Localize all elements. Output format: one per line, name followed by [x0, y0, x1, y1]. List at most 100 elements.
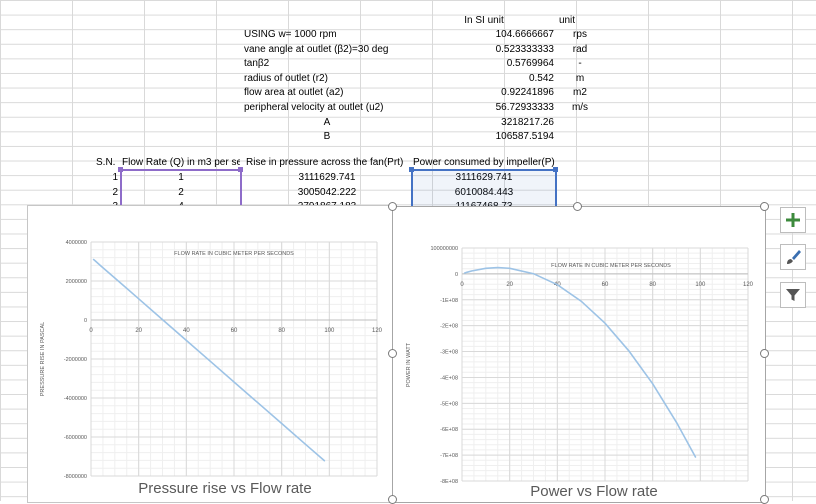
resize-handle-top[interactable]	[573, 202, 582, 211]
param-label[interactable]: peripheral velocity at outlet (u2)	[244, 102, 384, 113]
table-cell[interactable]: 2	[112, 186, 118, 198]
y-tick-label: 4000000	[66, 240, 87, 246]
data-point	[209, 360, 211, 362]
y-tick-label: -2E+08	[440, 324, 458, 330]
power-selection	[411, 169, 557, 209]
table-cell[interactable]: 6010084.443	[454, 186, 514, 198]
table-cell[interactable]: 3111629.741	[298, 172, 356, 183]
param-label[interactable]: flow area at outlet (a2)	[244, 87, 344, 99]
chart-styles-button[interactable]	[780, 244, 806, 270]
data-point	[304, 443, 307, 445]
data-point	[497, 267, 499, 269]
param-label[interactable]: USING w= 1000 rpm	[244, 29, 337, 40]
y-tick-label: -8000000	[64, 474, 87, 480]
x-tick-label: 80	[278, 328, 285, 334]
param-unit[interactable]	[558, 116, 602, 130]
table-header-sn[interactable]: S.N.	[96, 157, 116, 168]
data-point	[485, 267, 487, 269]
header-unit[interactable]: unit	[558, 15, 576, 26]
data-point	[233, 381, 235, 383]
table-cell[interactable]: 2	[178, 186, 184, 198]
resize-handle-tl[interactable]	[388, 202, 397, 211]
table-cell[interactable]: 1	[112, 172, 118, 183]
param-value[interactable]: 104.6666667	[495, 29, 554, 40]
param-value[interactable]: 3218217.26	[501, 116, 554, 128]
y-tick-label: -5E+08	[440, 401, 458, 407]
selection-handle[interactable]	[553, 167, 558, 172]
y-tick-label: -4000000	[64, 396, 87, 402]
param-value[interactable]: 56.72933333	[495, 102, 554, 113]
param-unit[interactable]	[558, 130, 602, 144]
param-label[interactable]: A	[323, 116, 331, 128]
table-cell[interactable]: 3111629.741	[455, 172, 513, 183]
y-tick-label: -3E+08	[440, 350, 458, 356]
param-unit[interactable]: m2	[573, 87, 587, 99]
data-point	[138, 298, 140, 300]
param-value[interactable]: 0.92241896	[501, 87, 554, 99]
param-label[interactable]: vane angle at outlet (β2)=30 deg	[244, 43, 389, 55]
param-unit[interactable]: -	[578, 58, 582, 70]
selection-handle[interactable]	[409, 167, 414, 172]
selection-handle[interactable]	[238, 167, 243, 172]
data-point	[675, 421, 678, 424]
flow-rate-selection	[120, 169, 242, 209]
power-chart-plot: 100000000 0 -1E+08 -2E+08 -3E+08 -4E+08 -5E+08…	[406, 246, 754, 500]
table-header-flow-rate[interactable]: Flow Rate (Q) in m3 per se	[122, 157, 240, 168]
x-tick-label: 20	[506, 282, 513, 288]
param-unit[interactable]: rps	[573, 29, 587, 40]
table-header-power[interactable]: Power consumed by impeller(P)	[413, 157, 555, 168]
y-tick-label: 100000000	[430, 246, 458, 252]
x-tick-label: 60	[231, 328, 238, 334]
param-unit[interactable]: m/s	[571, 102, 589, 113]
data-point	[509, 267, 511, 269]
pressure-chart[interactable]: 4000000 2000000 0 -2000000 -4000000 -6000000 -…	[27, 205, 395, 503]
y-tick-label: -8E+08	[440, 479, 458, 485]
data-point	[604, 322, 606, 324]
chart-filters-button[interactable]	[780, 282, 806, 308]
y-axis-label: PRESSURE RISE IN PASCAL	[40, 322, 46, 396]
resize-handle-left[interactable]	[388, 349, 397, 358]
table-cell[interactable]: 3005042.222	[297, 186, 357, 198]
resize-handle-tr[interactable]	[760, 202, 769, 211]
param-label[interactable]: radius of outlet (r2)	[244, 72, 328, 84]
x-tick-label: 20	[135, 328, 142, 334]
param-unit[interactable]: m	[575, 72, 585, 84]
x-tick-label: 120	[372, 328, 383, 334]
resize-handle-right[interactable]	[760, 349, 769, 358]
param-label[interactable]: B	[323, 131, 331, 143]
param-value[interactable]: 0.542	[528, 72, 554, 84]
x-tick-label: 0	[460, 282, 464, 288]
table-header-pressure-rise[interactable]: Rise in pressure across the fan(Prt)	[246, 157, 404, 168]
plus-icon	[786, 213, 800, 227]
data-point	[470, 270, 473, 272]
header-si-unit[interactable]: In SI unit	[464, 15, 504, 26]
chart-title: FLOW RATE IN CUBIC METER PER SECONDS	[174, 251, 294, 257]
param-unit[interactable]: rad	[572, 43, 588, 55]
filter-icon	[786, 289, 800, 301]
resize-handle-bl[interactable]	[388, 495, 397, 504]
y-tick-label: 2000000	[66, 279, 87, 285]
param-label[interactable]: tanβ2	[244, 58, 270, 70]
data-point	[628, 350, 630, 352]
param-value[interactable]: 0.5769964	[506, 58, 554, 70]
data-point	[532, 273, 535, 275]
x-tick-label: 80	[649, 282, 656, 288]
pressure-chart-plot: 4000000 2000000 0 -2000000 -4000000 -6000000 -…	[40, 240, 383, 497]
data-point	[580, 300, 582, 302]
data-point	[652, 383, 654, 385]
data-point	[99, 264, 102, 267]
table-cell[interactable]: 1	[178, 172, 184, 183]
y-tick-label: -4E+08	[440, 375, 458, 381]
selection-handle[interactable]	[118, 167, 123, 172]
add-chart-element-button[interactable]	[780, 207, 806, 233]
power-chart[interactable]: 100000000 0 -1E+08 -2E+08 -3E+08 -4E+08 -5E+08…	[392, 206, 766, 503]
data-point	[92, 258, 94, 260]
chart-title: FLOW RATE IN CUBIC METER PER SECONDS	[551, 263, 671, 269]
param-value[interactable]: 0.523333333	[495, 43, 554, 55]
data-point	[281, 422, 283, 425]
resize-handle-br[interactable]	[760, 495, 769, 504]
data-point	[95, 260, 97, 263]
y-tick-label: -6E+08	[440, 427, 458, 433]
x-tick-label: 60	[602, 282, 609, 288]
param-value[interactable]: 106587.5194	[495, 131, 554, 143]
